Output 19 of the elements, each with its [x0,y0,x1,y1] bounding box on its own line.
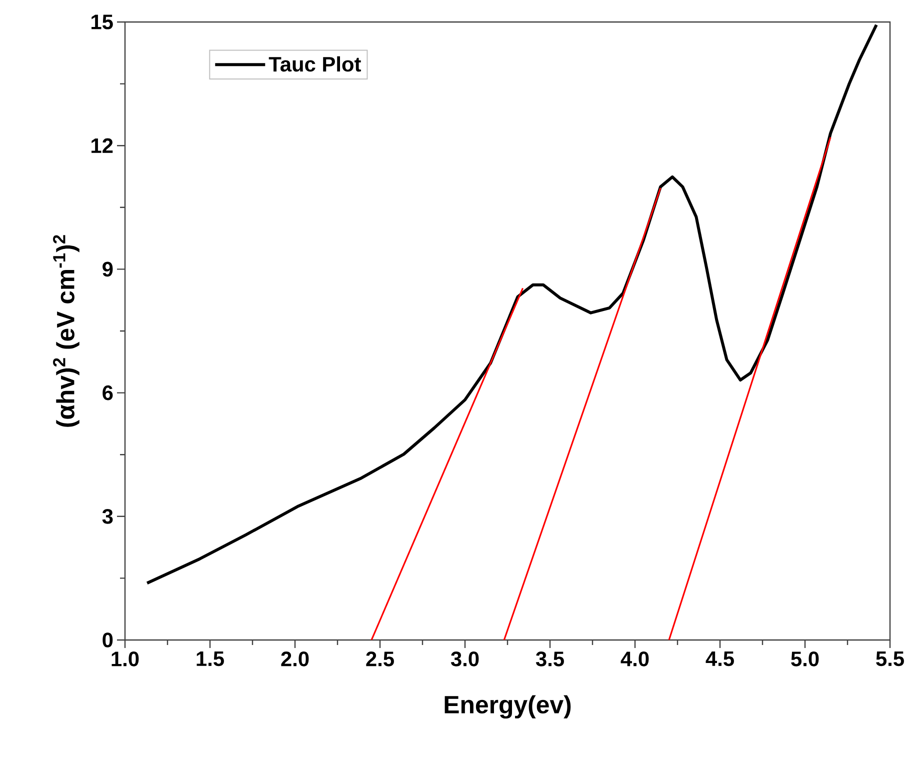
x-tick-label: 5.0 [791,652,819,666]
y-tick-label: 6 [102,385,113,400]
y-tick-label: 3 [102,508,113,524]
x-tick-label: 3.0 [450,652,479,666]
x-tick-label: 4.5 [706,652,734,666]
x-tick-label: 1.5 [196,652,224,666]
legend-label: Tauc Plot [268,56,361,72]
x-tick-label: 3.5 [536,652,564,666]
x-tick-label: 2.5 [366,652,394,666]
y-tick-label: 12 [92,138,113,153]
y-tick-label: 9 [102,262,113,277]
y-axis-title: (αhv)$^{2}$ (eV cm$^{-1}$)$^{2}$ [53,235,80,427]
x-axis-title: Energy(ev) [444,695,571,719]
x-tick-label: 4.0 [620,652,649,666]
x-tick-label: 1.0 [112,652,139,666]
x-tick-label: 2.0 [281,652,309,666]
y-tick-label: 0 [102,632,113,648]
y-tick-label: 15 [92,14,113,30]
x-tick-label: 5.5 [876,652,904,666]
